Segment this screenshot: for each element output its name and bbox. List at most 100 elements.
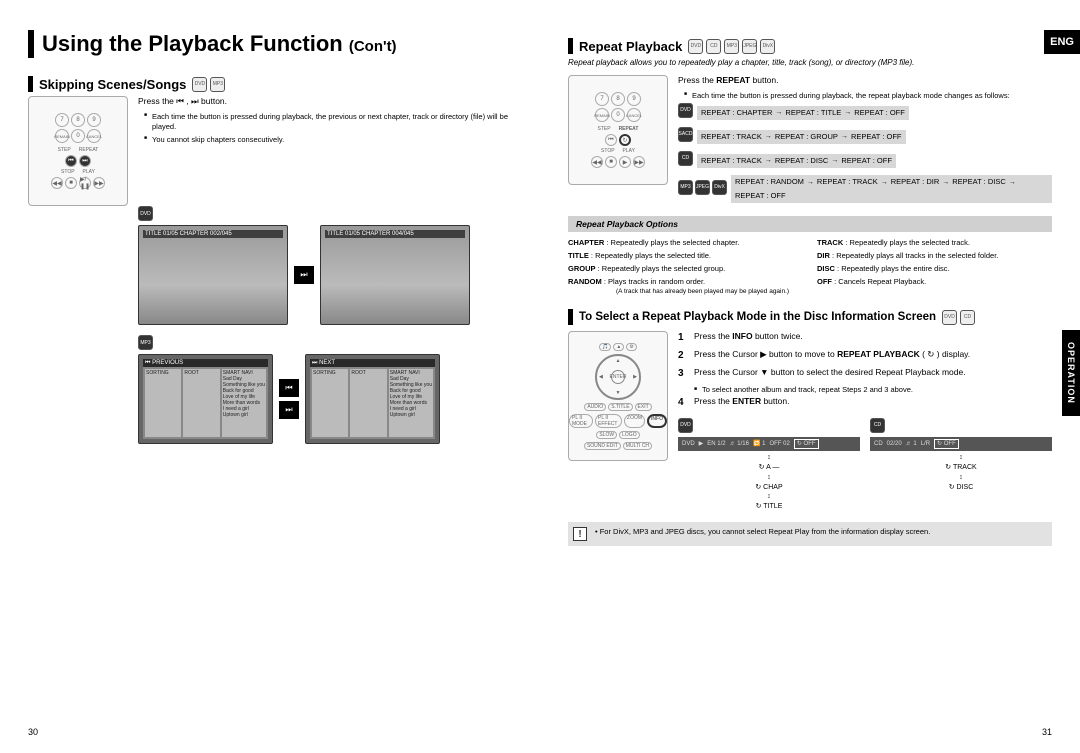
- disc-icon: DivX: [760, 39, 775, 54]
- disc-icon: MP3: [724, 39, 739, 54]
- disc-icon: JPEG: [742, 39, 757, 54]
- disc-icons-repeat: DVD CD MP3 JPEG DivX: [688, 39, 775, 54]
- mode-step: REPEAT : DISC: [952, 177, 1006, 188]
- disc-icon: CD: [960, 310, 975, 325]
- step-4: Press the ENTER button.: [694, 396, 789, 410]
- mode-icon: MP3: [678, 180, 693, 195]
- enter-button: ENTER: [611, 370, 625, 384]
- opt-val: Repeatedly plays all tracks in the selec…: [836, 251, 998, 260]
- osd-title-left: TITLE 01/05 CHAPTER 002/045: [143, 230, 283, 238]
- osd-item: CD: [874, 440, 883, 448]
- opt-val: Cancels Repeat Playback.: [838, 277, 926, 286]
- osd-lines-dvd: ↕ ↻ A —↕ ↻ CHAP↕ ↻ TITLE: [678, 453, 860, 512]
- btn: AUDIO: [584, 403, 606, 411]
- opt-key: DIR: [817, 251, 830, 260]
- repeat-intro: Repeat playback allows you to repeatedly…: [568, 58, 1052, 67]
- next-icon: ⏭: [294, 266, 314, 284]
- warning-text: For DivX, MP3 and JPEG discs, you cannot…: [600, 527, 931, 536]
- side-tab-operation: OPERATION: [1062, 330, 1080, 416]
- mode-icon: SACD: [678, 127, 693, 142]
- osd-item: ♬ 1: [906, 440, 917, 448]
- repeat-options-grid: CHAPTER : Repeatedly plays the selected …: [568, 238, 1052, 295]
- mp3-icon: MP3: [138, 335, 153, 350]
- title-suffix: (Con't): [349, 38, 397, 55]
- next-icon: ⏭: [79, 155, 91, 167]
- col-sorting: SORTING: [313, 370, 347, 376]
- keypad-7: 7: [55, 113, 69, 127]
- warning-note: ! • For DivX, MP3 and JPEG discs, you ca…: [568, 522, 1052, 546]
- opt-key: RANDOM: [568, 277, 602, 286]
- ff-icon: ▶▶: [633, 156, 645, 168]
- page-title: Using the Playback Function (Con't): [42, 31, 397, 57]
- mode-step: REPEAT : GROUP: [775, 132, 838, 143]
- prev-icon: ⏮: [65, 155, 77, 167]
- keypad-remain: REMAIN: [55, 129, 69, 143]
- mode-step: REPEAT : TITLE: [785, 108, 841, 119]
- section-heading-skip: Skipping Scenes/Songs: [39, 77, 186, 92]
- osd-item: ♬ 1/16: [730, 440, 749, 448]
- osd-line: ↻ CHAP: [755, 484, 782, 491]
- osd-item: EN 1/2: [707, 440, 725, 448]
- stop-icon: ■: [65, 177, 77, 189]
- btn: PL II MODE: [569, 414, 593, 428]
- mode-step: REPEAT : OFF: [735, 191, 786, 202]
- opt-val: Repeatedly plays the selected group.: [602, 264, 725, 273]
- disc-icons-skip: DVD MP3: [192, 77, 225, 92]
- disc-icon: DVD: [688, 39, 703, 54]
- osd-bar-dvd: DVD ▶ EN 1/2 ♬ 1/16 🔁 1 OFF 02 ↻ OFF: [678, 437, 860, 451]
- stop-icon: ■: [605, 156, 617, 168]
- section-accent: [28, 76, 33, 92]
- mode-step: REPEAT : CHAPTER: [701, 108, 772, 119]
- rew-icon: ◀◀: [51, 177, 63, 189]
- keypad-7: 7: [595, 92, 609, 106]
- btn: EXIT: [635, 403, 652, 411]
- page-number-left: 30: [28, 727, 38, 737]
- rew-icon: ◀◀: [591, 156, 603, 168]
- repeat-modes: DVD REPEAT : CHAPTER→REPEAT : TITLE→REPE…: [678, 103, 1052, 203]
- cd-icon: CD: [870, 418, 885, 433]
- btn: MULTI CH: [623, 442, 652, 450]
- repeat-icon: ↻: [619, 134, 631, 146]
- mode-step: REPEAT : DISC: [775, 156, 829, 167]
- skip-bullets: Each time the button is pressed during p…: [138, 112, 512, 146]
- title-accent: [28, 30, 34, 58]
- repeat-options-header: Repeat Playback Options: [568, 216, 1052, 232]
- remote-illustration: 7 8 9 REMAIN 0 CANCEL STEP REPEAT ⏮ ⏭: [28, 96, 128, 206]
- disc-icon: MP3: [210, 77, 225, 92]
- keypad-cancel: CANCEL: [627, 108, 641, 122]
- col-root: ROOT: [184, 370, 218, 376]
- label-repeat: REPEAT: [79, 147, 99, 153]
- keypad-0: 0: [611, 108, 625, 122]
- keypad-0: 0: [71, 129, 85, 143]
- mode-step: REPEAT : TRACK: [701, 156, 762, 167]
- step-2: Press the Cursor ▶ button to move to REP…: [694, 349, 970, 363]
- substep: To select another album and track, repea…: [694, 385, 1052, 396]
- disc-icon: DVD: [942, 310, 957, 325]
- screen-mp3-next: ⏭ NEXT SORTING ROOT SMART NAVI Sad Day S…: [305, 354, 440, 444]
- col-sorting: SORTING: [146, 370, 180, 376]
- section-select-repeat: To Select a Repeat Playback Mode in the …: [568, 309, 1052, 546]
- osd-line: ↻ DISC: [949, 484, 974, 491]
- opt-key: TRACK: [817, 238, 843, 247]
- repeat-bullet: Each time the button is pressed during p…: [684, 91, 1052, 102]
- osd-item: ↻ OFF: [794, 439, 819, 449]
- mode-icon: DVD: [678, 103, 693, 118]
- keypad-9: 9: [87, 113, 101, 127]
- mode-step: REPEAT : TRACK: [817, 177, 878, 188]
- repeat-instruction: Press the REPEAT button.: [678, 75, 1052, 87]
- mode-step: REPEAT : OFF: [854, 108, 905, 119]
- disc-icons-select: DVD CD: [942, 310, 975, 325]
- section-heading-select: To Select a Repeat Playback Mode in the …: [579, 311, 936, 323]
- opt-key: CHAPTER: [568, 238, 604, 247]
- warning-icon: !: [573, 527, 587, 541]
- skip-bullet: You cannot skip chapters consecutively.: [144, 135, 512, 146]
- btn: ZOOM: [624, 414, 645, 428]
- osd-title-right: TITLE 01/05 CHAPTER 004/045: [325, 230, 465, 238]
- random-note: (A track that has already been played ma…: [616, 288, 803, 295]
- remote-illustration-select: 🎵▲⚙ ▲▼◀▶ENTER AUDIOS.TITLEEXIT PL II MOD…: [568, 331, 668, 461]
- keypad-cancel: CANCEL: [87, 129, 101, 143]
- section-accent: [568, 309, 573, 325]
- disc-icon: CD: [706, 39, 721, 54]
- step-3: Press the Cursor ▼ button to select the …: [694, 367, 966, 381]
- opt-val: Plays tracks in random order.: [608, 277, 705, 286]
